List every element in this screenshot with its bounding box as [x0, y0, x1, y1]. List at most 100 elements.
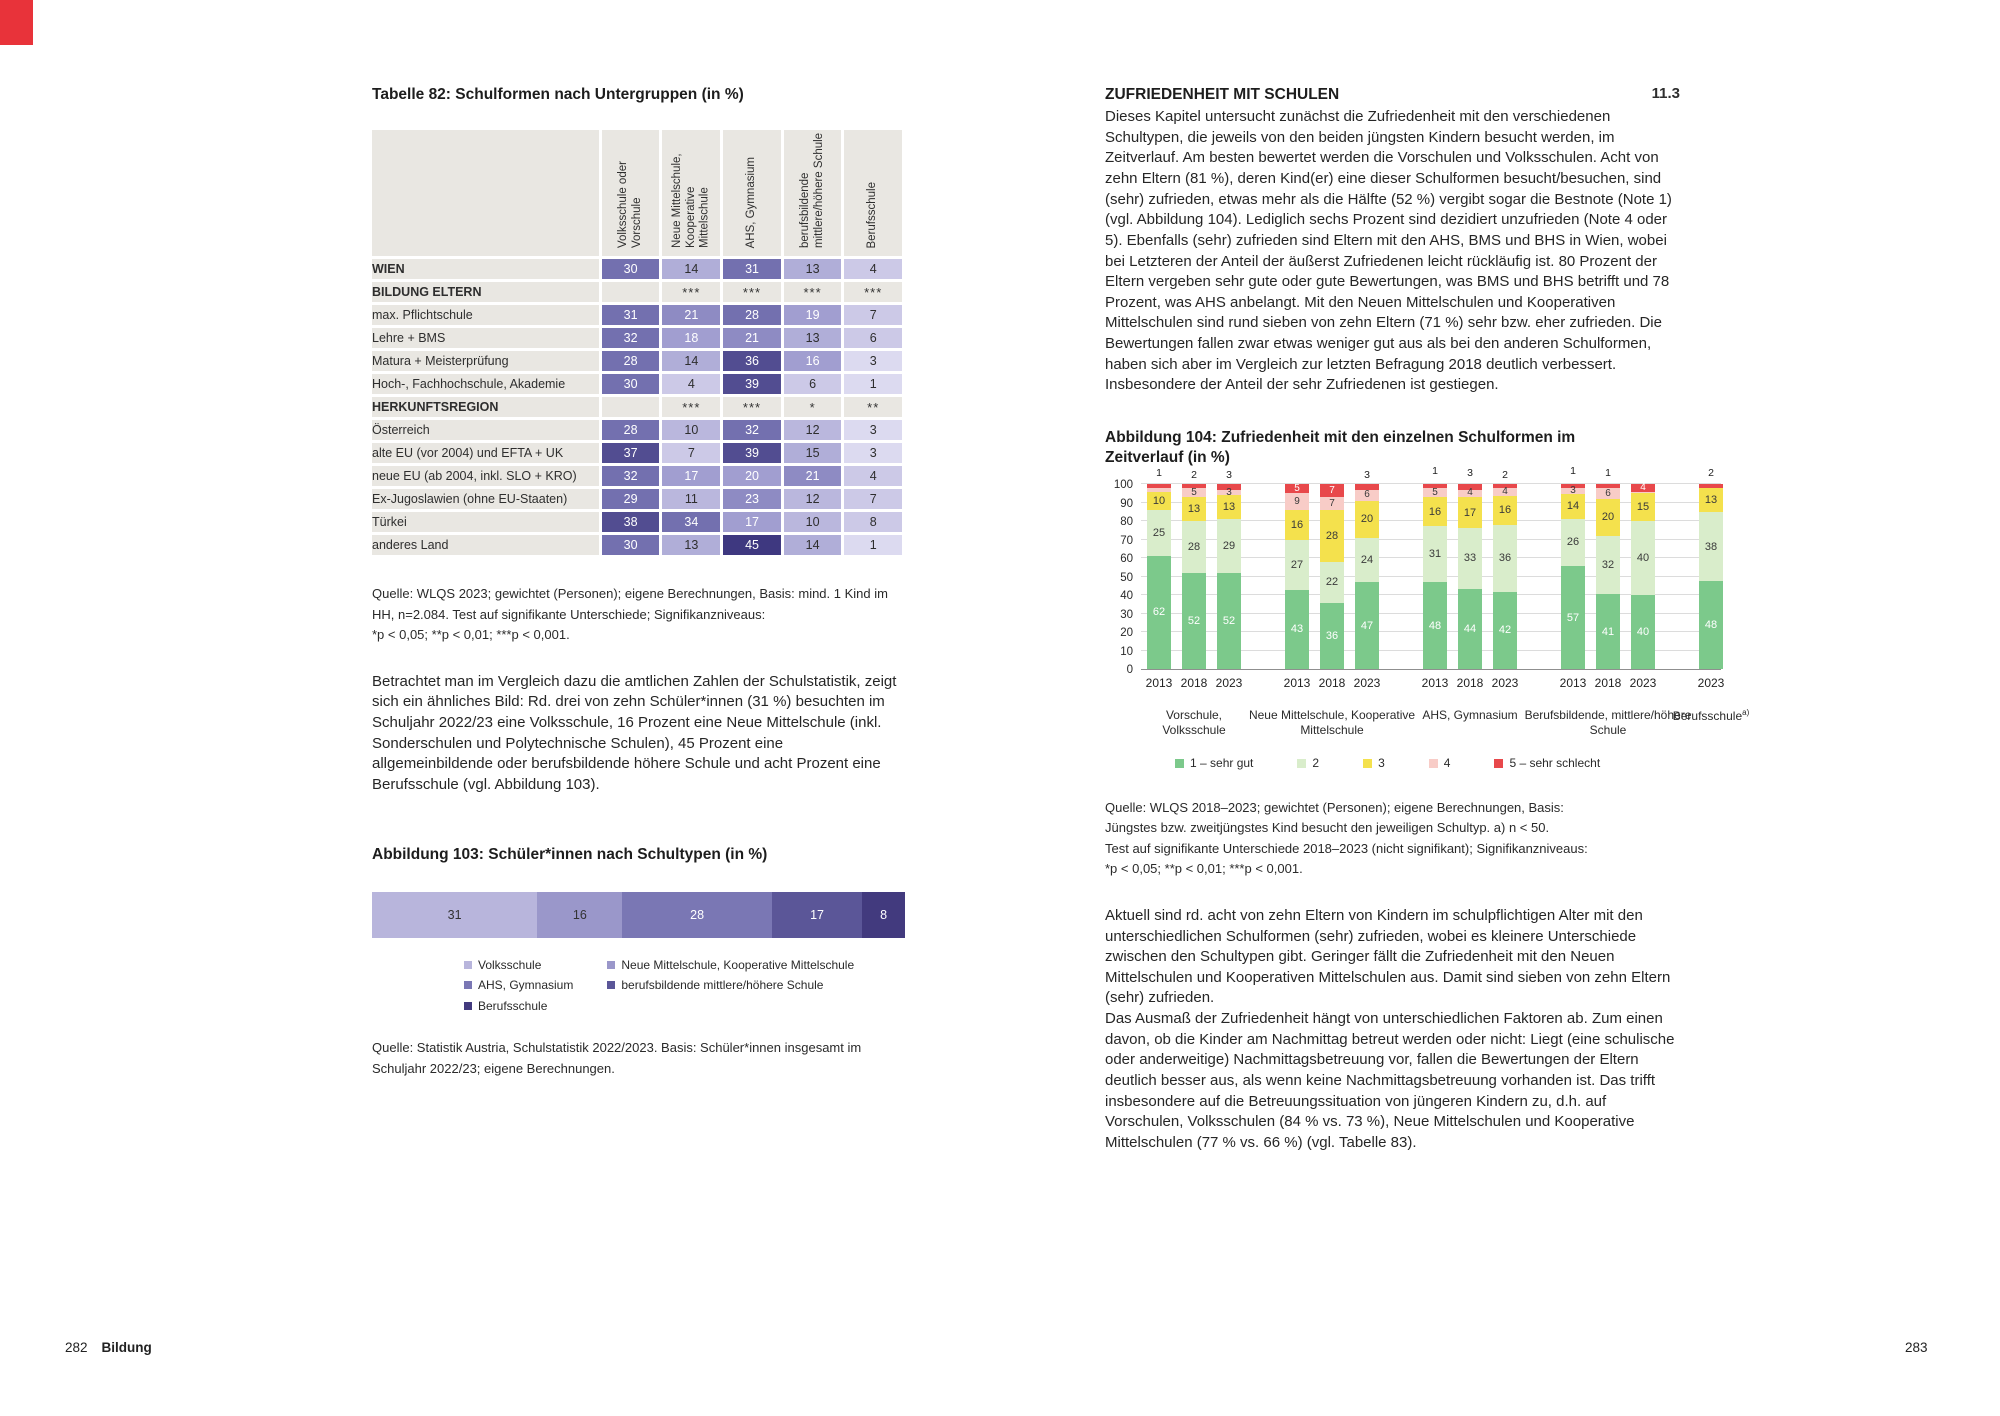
table-value-cell: 31: [723, 259, 781, 280]
y-axis-tick-label: 80: [1120, 516, 1133, 529]
fig104-bar: 6 20 32 41 1 2018: [1595, 467, 1622, 690]
legend-label: 4: [1443, 756, 1451, 771]
fig104-segment: [1561, 484, 1585, 489]
y-axis-tick-label: 70: [1120, 534, 1133, 547]
fig104-bar: 5 9 16 27 43 2013: [1284, 483, 1311, 690]
fig104-bar: 10 25 62 1 2013: [1146, 467, 1173, 690]
table82-header-row: Volksschule oder Vorschule Neue Mittelsch…: [372, 130, 902, 257]
table-row-label: Ex-Jugoslawien (ohne EU-Staaten): [372, 489, 599, 510]
table-row: anderes Land 30 13 45 14 1: [372, 535, 902, 556]
fig104-segment: 3: [1217, 487, 1241, 497]
table82-corner-cell: [372, 130, 599, 257]
fig104-bar: 6 20 24 47 3 2023: [1354, 469, 1381, 690]
fig103-legend-item: Neue Mittelschule, Kooperative Mittelsch…: [607, 958, 854, 974]
table-row-label: alte EU (vor 2004) und EFTA + UK: [372, 443, 599, 464]
fig104-bar: 13 38 48 2 2023: [1698, 467, 1725, 690]
fig103-segment: 28: [622, 891, 772, 938]
table-row-label: Türkei: [372, 512, 599, 533]
table-value-cell: 32: [601, 328, 660, 349]
fig104-segment: 28: [1182, 521, 1206, 574]
y-axis-tick-label: 100: [1113, 479, 1133, 492]
table-value-cell: 36: [723, 351, 781, 372]
table-value-cell: 29: [601, 489, 660, 510]
fig104-group-label: AHS, Gymnasium: [1422, 708, 1518, 723]
fig104-group: 5 9 16 27 43 2013 7 7 28 22 36 2018 6 20 24 47 3 2023 Neue…: [1249, 469, 1415, 737]
section-heading-row: ZUFRIEDENHEIT MIT SCHULEN 11.3: [1105, 85, 1680, 105]
table-value-cell: 6: [844, 328, 902, 349]
fig104-top-label: 1: [1570, 465, 1576, 478]
table-value-cell: 17: [662, 466, 721, 487]
fig104-segment: 16: [1493, 495, 1517, 526]
fig103-segment: 16: [537, 891, 623, 938]
fig104-chart: 0 10 20 30 40 50 60 70 80 90 100 10 25 62 1 2013 5 13 28 52…: [1105, 465, 1749, 772]
significance-cell: ***: [723, 282, 781, 303]
table-value-cell: 12: [783, 420, 842, 441]
fig104-top-label: 3: [1226, 469, 1232, 482]
fig104-segment: 33: [1458, 528, 1482, 589]
fig104-segment: 36: [1320, 602, 1344, 670]
fig104-segment: 32: [1596, 535, 1620, 595]
table-value-cell: 17: [723, 512, 781, 533]
significance-cell: **: [844, 397, 902, 418]
fig104-segment: 42: [1493, 591, 1517, 670]
fig104-top-label: 3: [1467, 467, 1473, 480]
table-row: Österreich 28 10 32 12 3: [372, 420, 902, 441]
legend-swatch-icon: [1175, 759, 1184, 769]
fig104-legend: 1 – sehr gut 2 3 4 5 – sehr schlecht: [1175, 756, 1725, 772]
table-row-label: max. Pflichtschule: [372, 305, 599, 326]
x-axis-year-label: 2023: [1215, 676, 1243, 691]
fig104-segment: 48: [1699, 581, 1723, 670]
fig104-segment: 17: [1458, 497, 1482, 529]
x-axis-year-label: 2013: [1421, 676, 1449, 691]
fig104-segment: 5: [1285, 483, 1309, 493]
table-value-cell: 37: [601, 443, 660, 464]
legend-swatch-icon: [607, 960, 616, 969]
fig104-segment: 38: [1699, 511, 1723, 582]
table-row-label: Matura + Meisterprüfung: [372, 351, 599, 372]
fig104-segment: 16: [1285, 510, 1309, 540]
fig104-segment: 10: [1147, 491, 1171, 511]
table-value-cell: 38: [601, 512, 660, 533]
fig104-segment: 36: [1493, 525, 1517, 592]
fig104-top-label: 3: [1364, 469, 1370, 482]
fig104-segment: 14: [1561, 493, 1585, 519]
fig104-segment: 4: [1493, 486, 1517, 497]
gridline: [1141, 483, 1721, 485]
fig104-segment: 5: [1182, 487, 1206, 497]
fig104-segment: 7: [1320, 484, 1344, 498]
footer-right: 283: [1905, 1340, 1928, 1355]
x-axis-year-label: 2023: [1491, 676, 1519, 691]
table-row: Lehre + BMS 32 18 21 13 6: [372, 328, 902, 349]
x-axis-year-label: 2013: [1559, 676, 1587, 691]
table-row-label: Hoch-, Fachhochschule, Akademie: [372, 374, 599, 395]
x-axis-year-label: 2013: [1283, 676, 1311, 691]
fig104-segment: [1458, 484, 1482, 490]
fig103-legend-item: Berufsschule: [464, 999, 573, 1015]
x-axis-year-label: 2018: [1594, 676, 1622, 691]
page-right: ZUFRIEDENHEIT MIT SCHULEN 11.3 Dieses Ka…: [1105, 85, 1749, 1153]
table-value-cell: 32: [601, 466, 660, 487]
fig104-segment: [1355, 484, 1379, 490]
y-axis-tick-label: 10: [1120, 645, 1133, 658]
table-value-cell: 8: [844, 512, 902, 533]
fig104-bar: 4 16 36 42 2 2023: [1492, 469, 1519, 690]
table-value-cell: 14: [662, 351, 721, 372]
table-value-cell: 30: [601, 259, 660, 280]
table-value-cell: 21: [662, 305, 721, 326]
table-row: HERKUNFTSREGION *** *** * **: [372, 397, 902, 418]
right-paragraph-1: Dieses Kapitel untersucht zunächst die Z…: [1105, 108, 1672, 394]
legend-swatch-icon: [464, 1001, 472, 1010]
y-axis-tick-label: 90: [1120, 497, 1133, 510]
fig104-legend-item: 5 – sehr schlecht: [1494, 756, 1600, 772]
fig104-segment: 6: [1596, 488, 1620, 500]
legend-label: Berufsschule: [478, 998, 548, 1013]
table-row: BILDUNG ELTERN *** *** *** ***: [372, 282, 902, 303]
left-paragraph: Betrachtet man im Vergleich dazu die amt…: [372, 672, 897, 793]
legend-swatch-icon: [607, 981, 616, 990]
table-value-cell: 1: [844, 374, 902, 395]
fig104-segment: 4: [1631, 482, 1655, 493]
legend-label: 5 – sehr schlecht: [1509, 756, 1601, 771]
fig104-bar: 5 16 31 48 1 2013: [1422, 465, 1449, 690]
table-value-cell: 3: [844, 443, 902, 464]
table-value-cell: 4: [662, 374, 721, 395]
